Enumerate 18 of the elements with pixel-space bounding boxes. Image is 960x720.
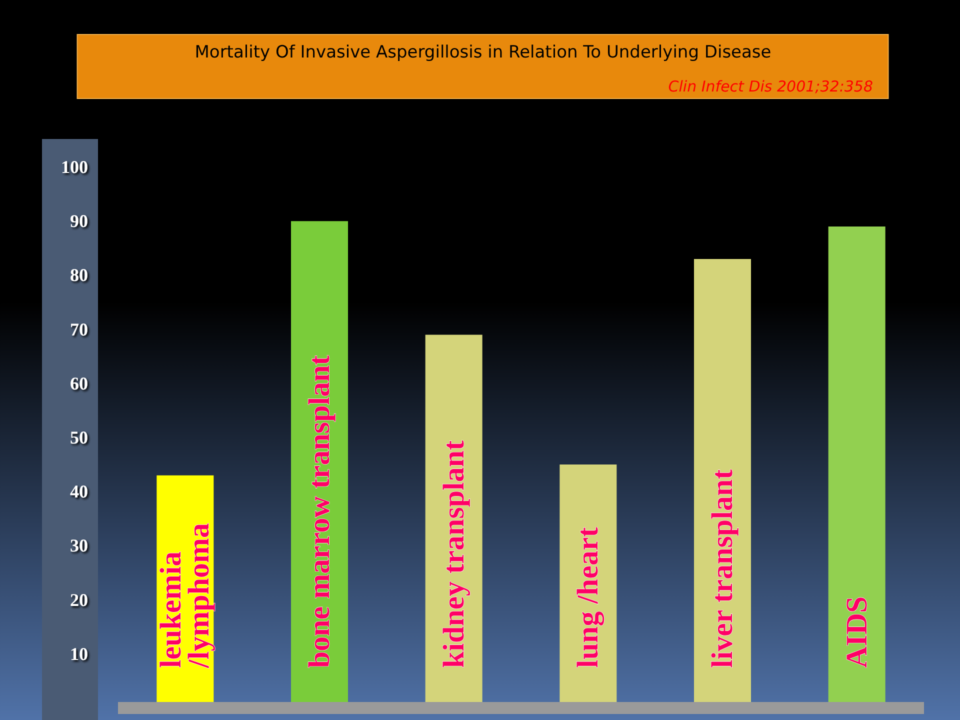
- x-tick-label: bone marrow transplant: [303, 355, 336, 668]
- y-tick-label: 80: [70, 265, 88, 286]
- x-tick-label: liver transplant: [706, 469, 739, 668]
- y-tick-label: 90: [70, 211, 88, 232]
- y-tick-label: 70: [70, 319, 88, 340]
- y-tick-label: 60: [70, 373, 88, 394]
- y-tick-label: 40: [70, 482, 88, 502]
- y-tick-label: 50: [70, 428, 88, 448]
- y-tick-label: 30: [70, 536, 88, 556]
- x-tick-label: kidney transplant: [437, 440, 470, 668]
- y-tick-label: 100: [61, 157, 88, 177]
- x-tick-label: leukemia /lymphoma: [154, 522, 216, 669]
- x-tick-label: lung /heart: [572, 527, 605, 668]
- text: Clin Infect Dis 2001;32:358: [668, 78, 874, 96]
- y-tick-label: 20: [70, 590, 88, 610]
- y-tick-label: 10: [70, 644, 88, 664]
- chart-title: Mortality Of Invasive Aspergillosis in Relation To Underlying Disease: [194, 42, 772, 62]
- x-tick-label: AIDS: [840, 596, 874, 668]
